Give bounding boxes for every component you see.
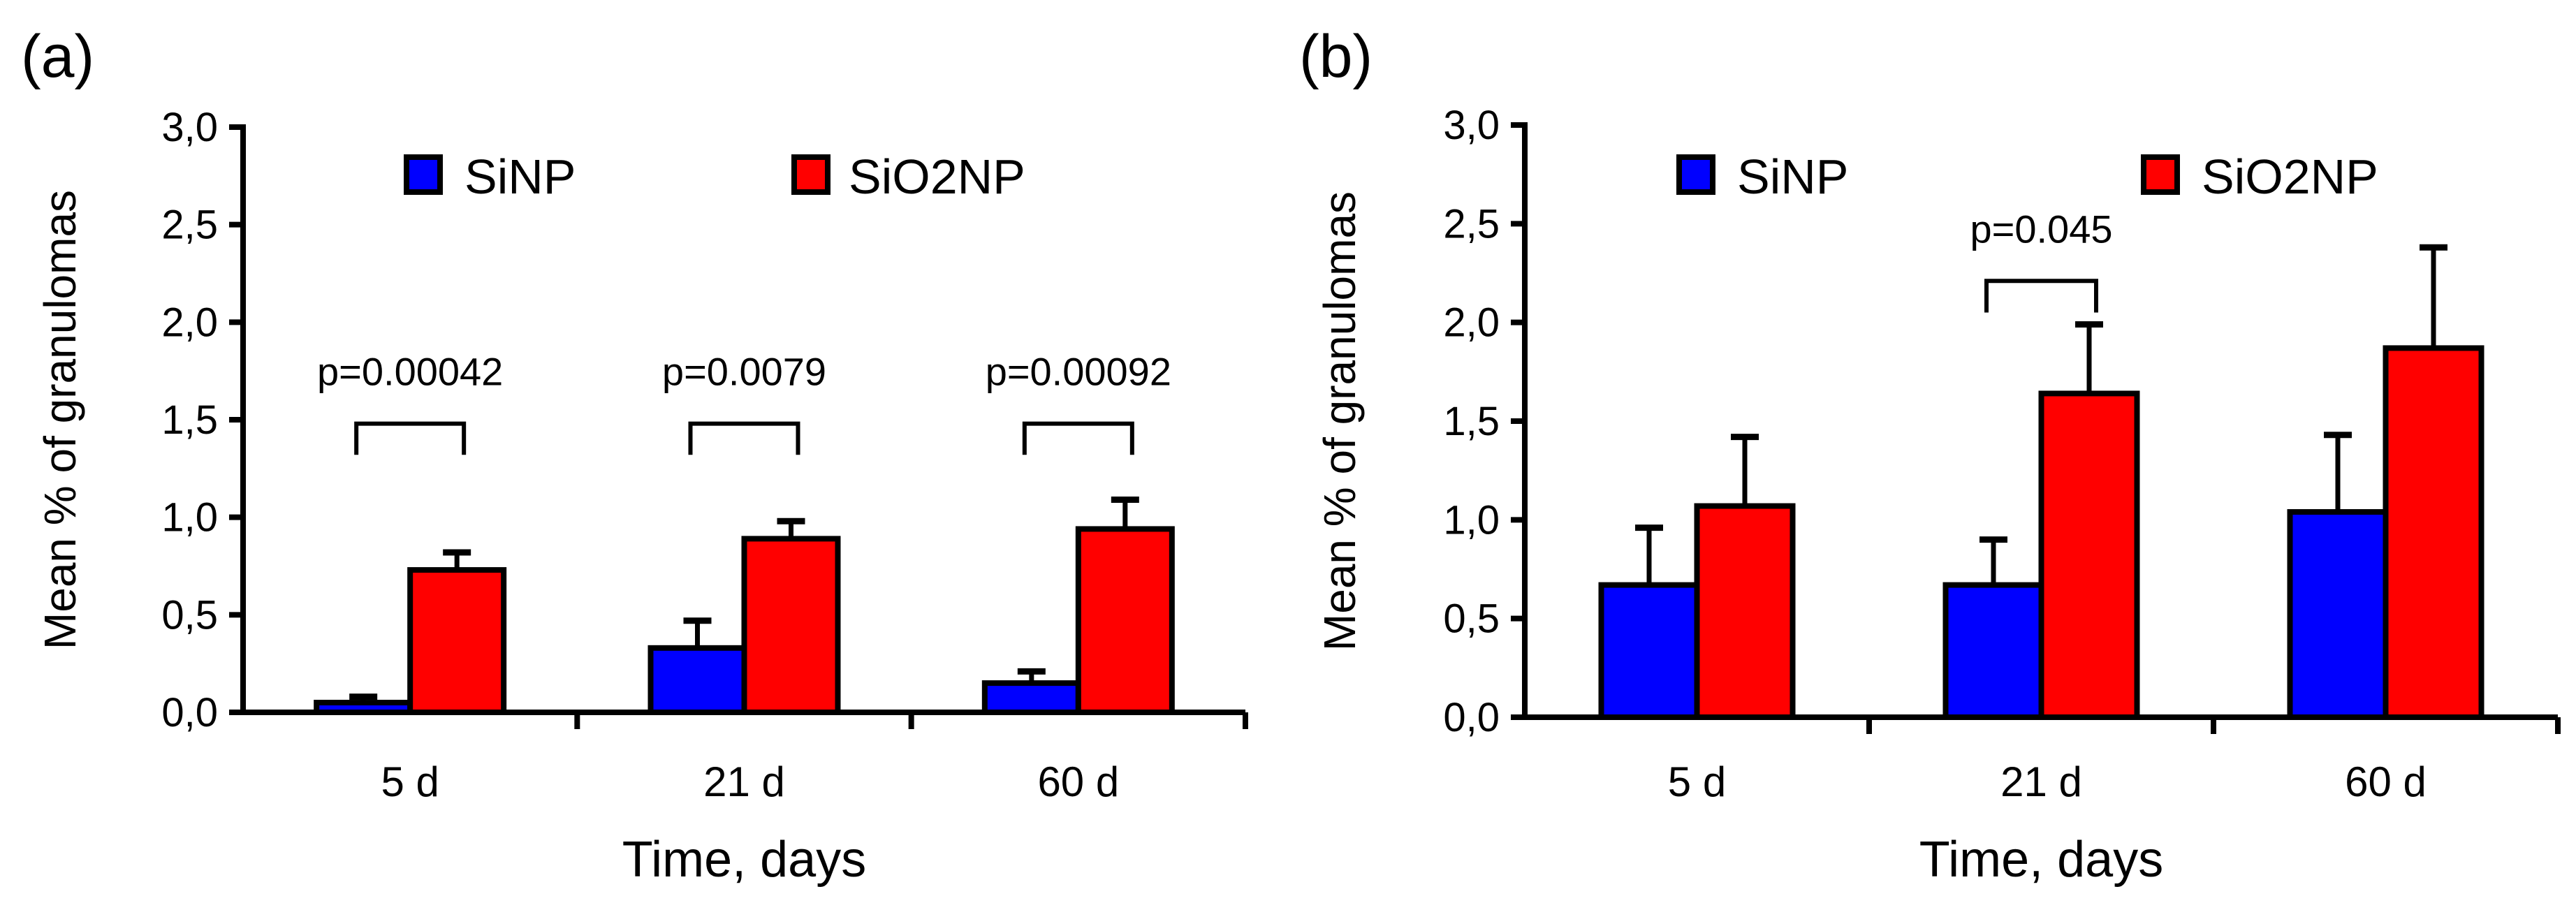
bar-sinp-60d [981, 680, 1081, 715]
p-value-label: p=0.045 [1970, 207, 2113, 251]
legend-swatch-sinp [1676, 154, 1715, 195]
bar-sio2np-21d [741, 536, 841, 715]
y-tick-label: 3,0 [161, 105, 218, 150]
legend-label: SiO2NP [2202, 149, 2378, 204]
chart-panel-b: (b) 0,0 0,5 1,0 1,5 2,0 2,5 3,0 Mean % of granul… [1299, 23, 2561, 888]
bar-sinp-5d [314, 700, 414, 715]
x-axis-label: Time, days [622, 832, 866, 888]
significance-bracket [1984, 279, 2098, 313]
y-axis-label: Mean % of granulomas [35, 190, 85, 649]
legend-swatch-sinp [404, 154, 443, 195]
significance-bracket [688, 421, 800, 455]
y-tick-label: 0,5 [1443, 596, 1500, 642]
x-tick-label: 60 d [2345, 758, 2427, 805]
y-tick-label: 3,0 [1443, 103, 1500, 148]
y-tick-label: 1,5 [1443, 399, 1500, 444]
significance-bracket [354, 421, 467, 455]
legend-label: SiNP [464, 149, 576, 204]
p-value-label: p=0.00092 [986, 350, 1171, 394]
x-tick-label: 5 d [1668, 758, 1726, 805]
legend-label: SiNP [1737, 149, 1848, 204]
x-tick-label: 21 d [703, 758, 785, 805]
p-value-label: p=0.00042 [317, 350, 503, 394]
panel-label: (b) [1299, 23, 1373, 90]
p-value-label: p=0.0079 [662, 350, 826, 394]
y-tick-label: 1,0 [161, 495, 218, 541]
y-tick-label: 2,0 [161, 300, 218, 345]
y-tick-label: 2,5 [1443, 201, 1500, 247]
bar-sio2np-60d [1075, 526, 1175, 716]
legend-swatch-sio2np [2141, 154, 2180, 195]
x-tick-label: 21 d [2000, 758, 2082, 805]
panel-label: (a) [21, 23, 94, 90]
bar-sio2np-5d [407, 567, 507, 715]
bar-sinp-21d [1942, 582, 2044, 721]
y-tick-label: 2,0 [1443, 300, 1500, 346]
y-axis-label: Mean % of granulomas [1315, 191, 1365, 651]
chart-panel-a: (a) 0,0 0,5 1,0 1,5 2,0 2,5 3,0 Mean % of granul… [21, 23, 1248, 888]
x-tick-label: 60 d [1037, 758, 1119, 805]
y-tick-label: 0,5 [161, 592, 218, 638]
y-tick-label: 1,0 [1443, 497, 1500, 543]
y-tick-label: 0,0 [1443, 695, 1500, 740]
bar-sio2np-21d [2038, 390, 2140, 721]
significance-bracket [1022, 421, 1134, 455]
bar-sio2np-5d [1694, 503, 1796, 721]
bar-sinp-5d [1598, 582, 1700, 721]
x-axis-label: Time, days [1919, 832, 2163, 888]
x-tick-label: 5 d [381, 758, 439, 805]
y-tick-label: 0,0 [161, 690, 218, 735]
legend-label: SiO2NP [849, 149, 1025, 204]
bar-sinp-60d [2287, 509, 2389, 720]
legend-swatch-sio2np [791, 154, 830, 195]
bar-sio2np-60d [2383, 345, 2484, 720]
y-tick-label: 1,5 [161, 397, 218, 443]
bar-sinp-21d [647, 645, 747, 716]
y-tick-label: 2,5 [161, 203, 218, 248]
